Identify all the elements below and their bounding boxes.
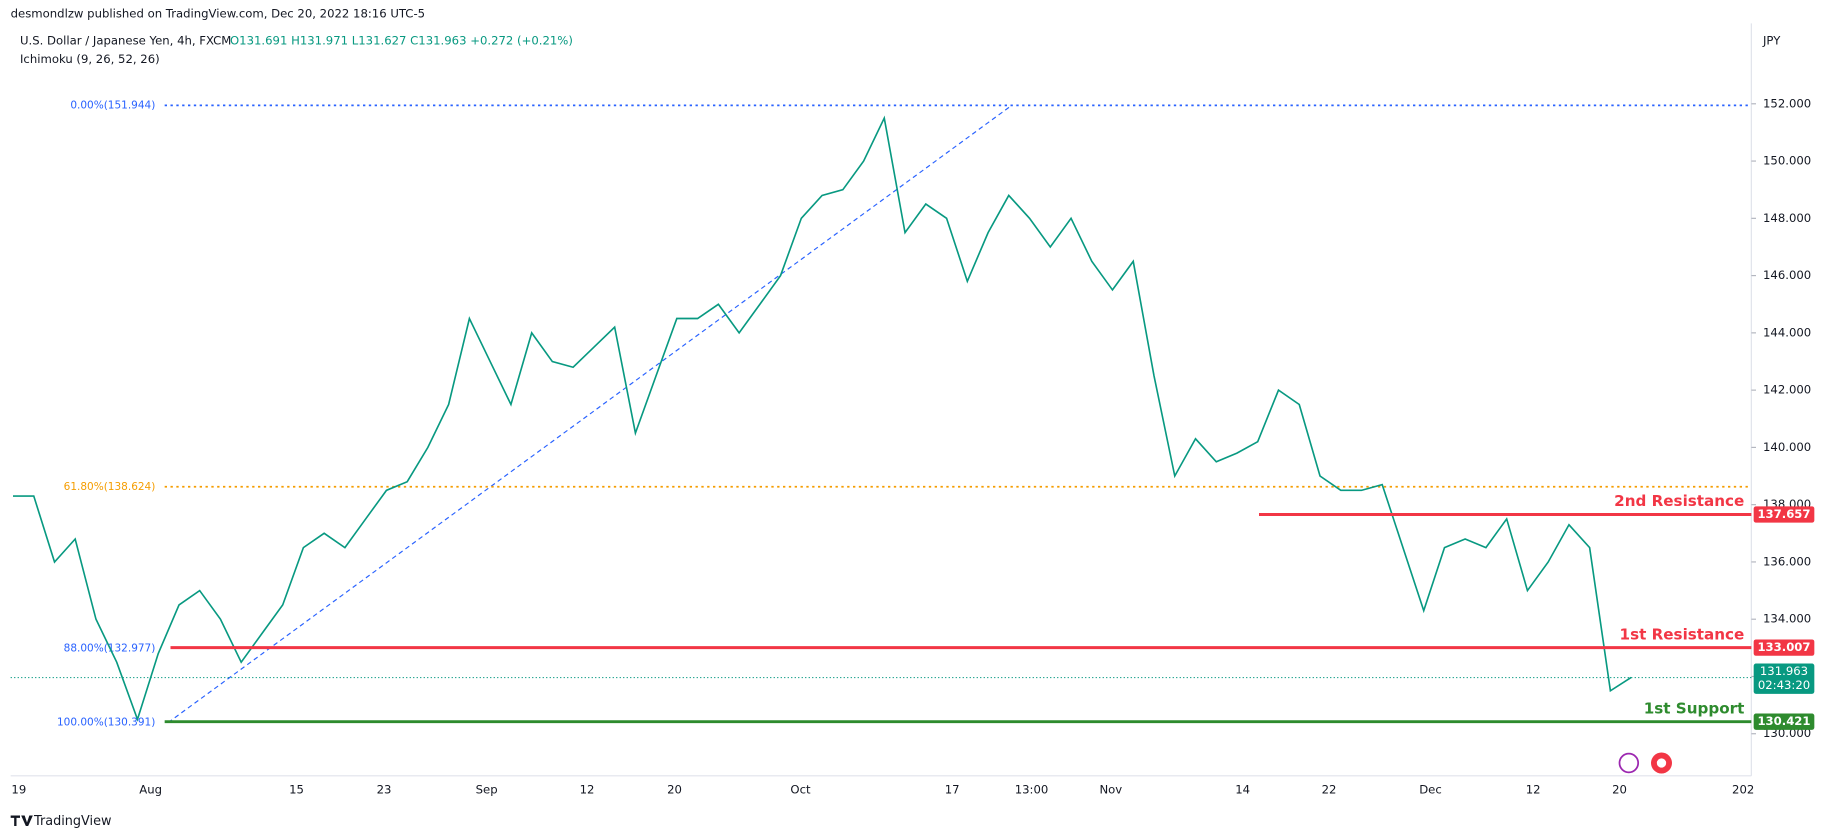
currency: JPY: [1762, 33, 1781, 47]
fib-label: 61.80%(138.624): [64, 481, 156, 493]
level-value: 130.421: [1757, 714, 1810, 728]
time-label: 202: [1732, 782, 1754, 796]
price-tick-label: 146.000: [1763, 268, 1811, 282]
symbol: U.S. Dollar / Japanese Yen, 4h, FXCM: [20, 33, 231, 47]
level-tag: [1753, 713, 1815, 730]
price-line: [12, 115, 1632, 722]
countdown: 02:43:20: [1758, 678, 1810, 692]
level-tag: [1753, 639, 1815, 656]
fib-label: 0.00%(151.944): [70, 99, 155, 111]
level-value: 137.657: [1757, 507, 1810, 521]
event-icon-dot: [1656, 758, 1667, 768]
time-label: Aug: [139, 782, 162, 796]
time-label: 20: [667, 782, 682, 796]
publisher: desmondlzw published on TradingView.com,…: [11, 7, 425, 21]
price-tick-label: 144.000: [1763, 325, 1811, 339]
price-tick-label: 148.000: [1763, 211, 1811, 225]
time-label: 17: [945, 782, 960, 796]
time-label: 22: [1322, 782, 1337, 796]
price-tick-label: 142.000: [1763, 383, 1811, 397]
price-tick-label: 140.000: [1763, 440, 1811, 454]
fib-label: 100.00%(130.391): [57, 717, 155, 729]
time-label: 14: [1235, 782, 1250, 796]
time-label: 19: [11, 782, 26, 796]
time-label: Sep: [476, 782, 498, 796]
time-label: 20: [1612, 782, 1627, 796]
time-label: 15: [289, 782, 304, 796]
current-price-tag: [1753, 663, 1815, 694]
ohlc: O131.691 H131.971 L131.627 C131.963 +0.2…: [230, 33, 573, 47]
level-tag: [1753, 506, 1815, 523]
level-name: 1st Support: [1644, 699, 1745, 717]
alert-icon[interactable]: [1618, 752, 1640, 774]
time-label: 12: [1526, 782, 1541, 796]
time-label: 13:00: [1015, 782, 1049, 796]
logo: [10, 815, 33, 826]
fib-trend: [167, 104, 1013, 724]
price-tick-label: 150.000: [1763, 154, 1811, 168]
current-price-value: 131.963: [1760, 664, 1808, 678]
price-tick-label: 136.000: [1763, 554, 1811, 568]
level-name: 2nd Resistance: [1614, 492, 1744, 510]
price-tick-label: 134.000: [1763, 612, 1811, 626]
time-label: Dec: [1419, 782, 1442, 796]
price-tick-label: 152.000: [1763, 96, 1811, 110]
level-value: 133.007: [1757, 640, 1810, 654]
time-label: Oct: [790, 782, 811, 796]
time-label: 23: [377, 782, 392, 796]
level-name: 1st Resistance: [1620, 625, 1745, 643]
brand: TradingView: [33, 814, 112, 829]
time-label: 12: [580, 782, 595, 796]
indicator: Ichimoku (9, 26, 52, 26): [20, 52, 160, 66]
time-label: Nov: [1099, 782, 1122, 796]
